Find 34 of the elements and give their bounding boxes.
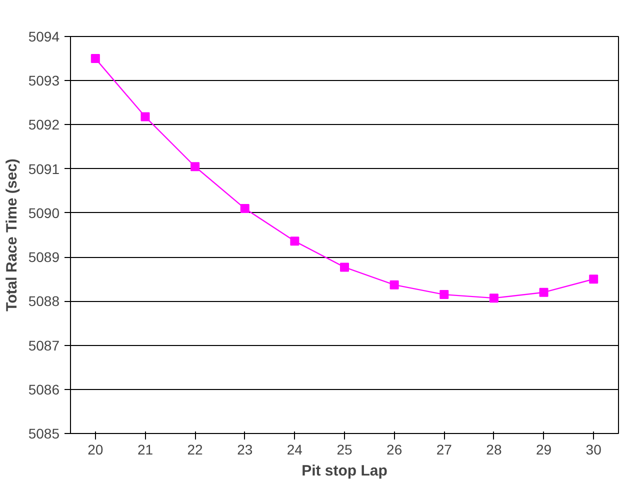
x-tick-label: 25 — [336, 442, 352, 458]
point — [190, 162, 200, 172]
x-tick-label: 28 — [486, 442, 502, 458]
point — [390, 280, 399, 290]
y-axis-title: Total Race Time (sec) — [3, 158, 20, 312]
point — [489, 294, 498, 303]
point — [440, 290, 449, 300]
x-tick-label: 22 — [187, 442, 204, 458]
x-axis-title: Pit stop Lap — [302, 462, 388, 480]
y-tick-label: 5094 — [28, 28, 60, 44]
y-tick-label: 5085 — [28, 426, 60, 442]
point — [589, 274, 598, 284]
y-tick-label: 5086 — [28, 381, 60, 398]
y-tick-label: 5087 — [28, 337, 60, 354]
x-tick-label: 24 — [286, 442, 303, 458]
y-tick-label: 5093 — [28, 72, 60, 89]
point — [90, 54, 100, 64]
point — [240, 204, 250, 214]
x-tick-label: 29 — [536, 442, 552, 458]
y-tick-label: 5091 — [28, 160, 60, 177]
y-tick-label: 5090 — [28, 204, 60, 221]
x-tick-label: 20 — [88, 442, 104, 458]
x-tick-label: 21 — [137, 442, 154, 458]
y-tick-label: 5089 — [28, 249, 60, 266]
x-tick-label: 27 — [436, 442, 452, 458]
x-tick-label: 30 — [586, 442, 602, 458]
x-tick-label: 26 — [386, 442, 402, 458]
point — [539, 288, 548, 297]
point — [340, 262, 349, 272]
y-tick-label: 5092 — [28, 116, 60, 133]
x-tick-label: 23 — [237, 442, 253, 458]
point — [290, 236, 300, 246]
y-tick-label: 5088 — [28, 293, 60, 310]
point — [140, 112, 150, 122]
